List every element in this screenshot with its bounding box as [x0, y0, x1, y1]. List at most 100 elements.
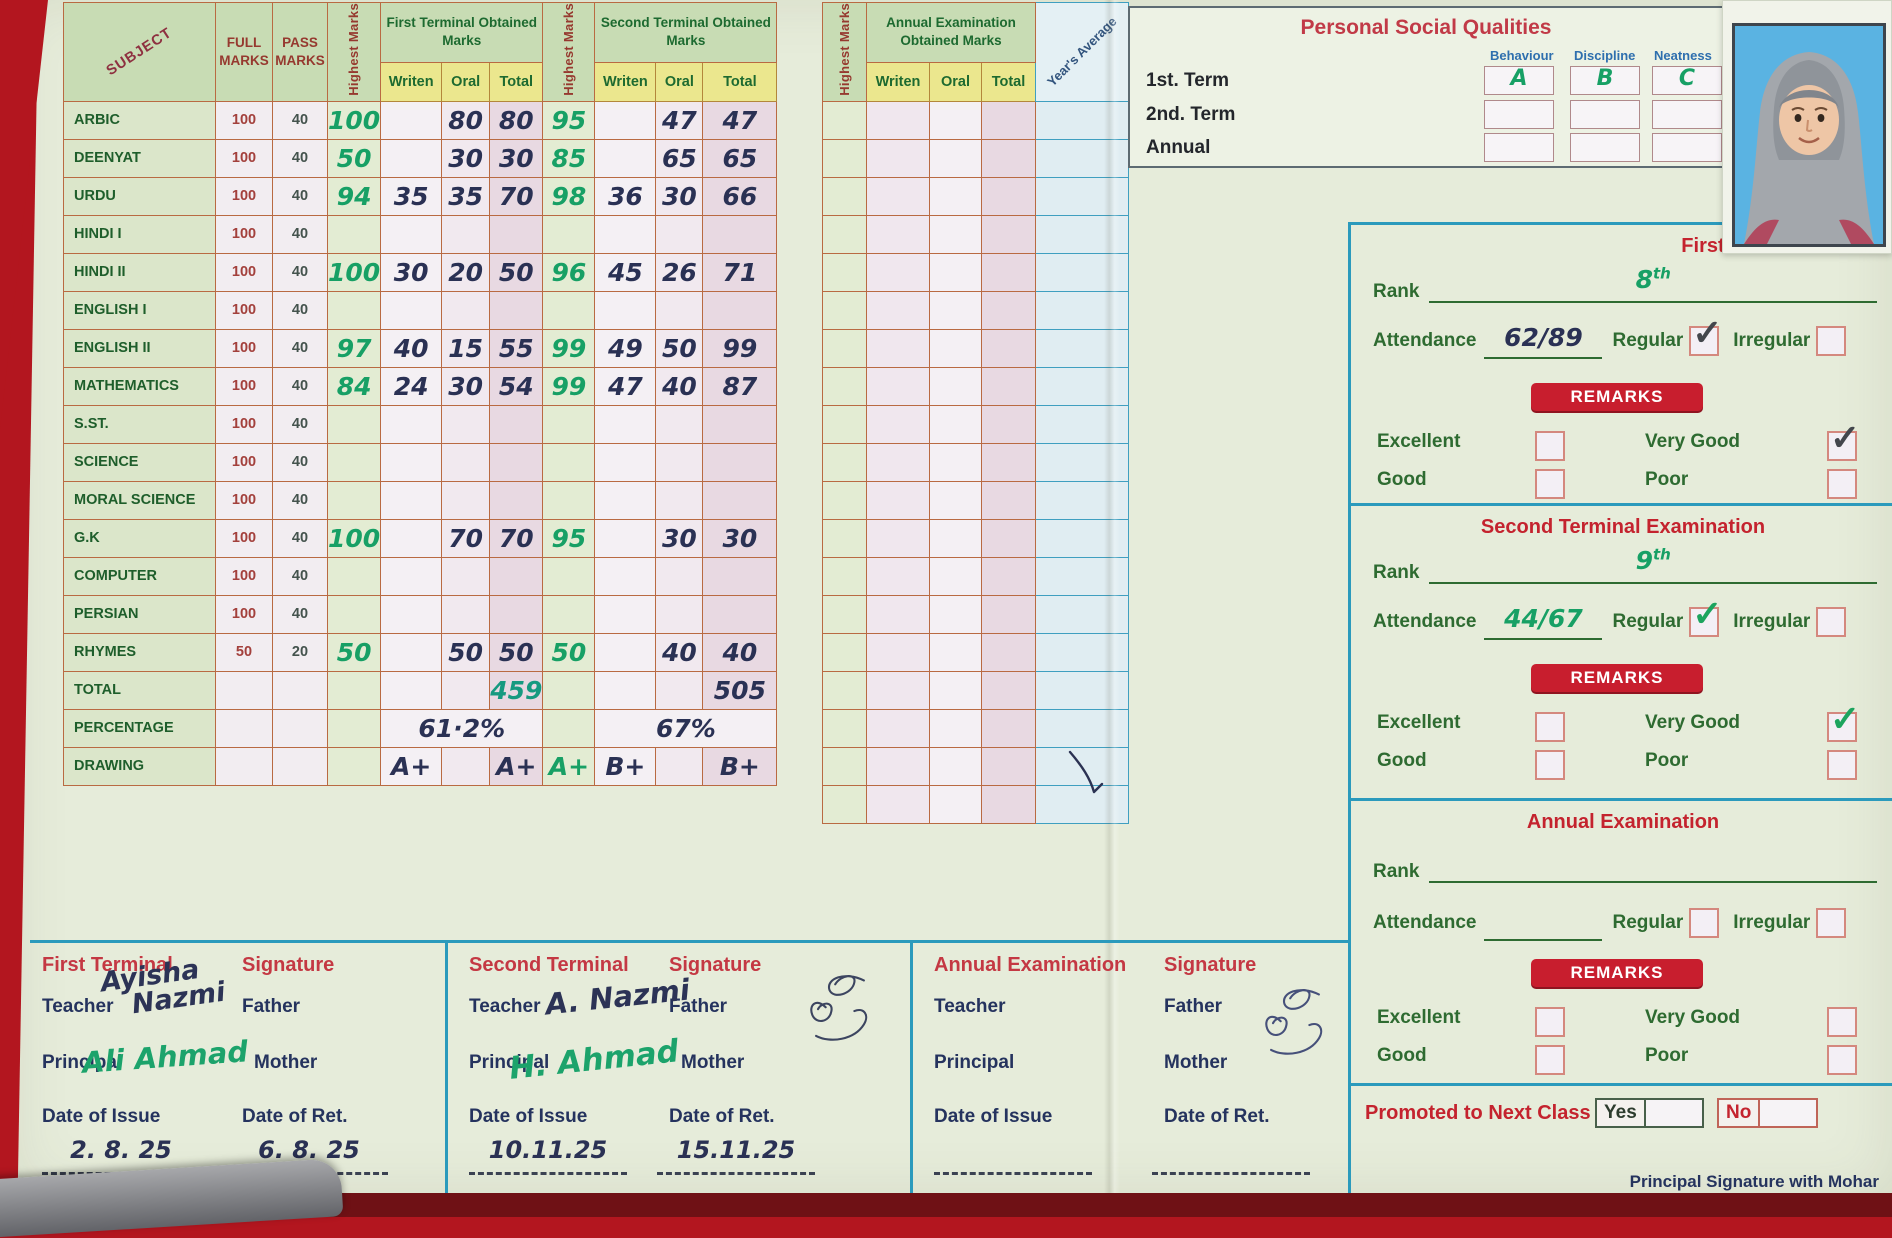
annual-mark-cell: [929, 366, 982, 406]
divider: [910, 940, 913, 1193]
pass-marks-cell: 40: [272, 252, 328, 292]
annual-mark-cell: [929, 214, 982, 254]
father-signature: [810, 975, 868, 1041]
table-row: ENGLISH I 100 40: [63, 290, 778, 330]
t2-mark-cell: [594, 138, 657, 178]
table-row: [822, 366, 1129, 406]
t1-mark-cell: [441, 594, 491, 634]
attendance-row: Attendance 62/89 Regular Irregular: [1373, 312, 1887, 359]
t2-mark-cell: [594, 480, 657, 520]
marks-cell: [542, 670, 596, 710]
excellent-label: Excellent: [1377, 712, 1461, 733]
date-of-ret-label: Date of Ret.: [1164, 1106, 1270, 1127]
teacher-label: Teacher: [469, 996, 541, 1017]
t1-mark-cell: [441, 442, 491, 482]
annual-highest-cell: [822, 708, 867, 748]
t1-mark-cell: 80: [489, 100, 544, 140]
annual-highest-cell: [822, 328, 867, 368]
t2-highest-cell: 85: [542, 138, 596, 178]
marks-cell: [272, 746, 328, 786]
mother-label: Mother: [681, 1052, 745, 1073]
annual-highest-cell: [822, 176, 867, 216]
signature-label: Signature: [1164, 954, 1257, 976]
t1-highest-cell: [326, 594, 382, 634]
date-of-ret-value: 15.11.25: [657, 1136, 815, 1175]
second-terminal-exam-section: Second Terminal Examination Rank 9th Att…: [1348, 503, 1892, 801]
t1-mark-cell: 24: [380, 366, 443, 406]
pass-marks-cell: 40: [272, 290, 328, 330]
t1-highest-cell: [326, 442, 382, 482]
years-average-cell: [1035, 138, 1129, 178]
annual-mark-cell: [929, 404, 982, 444]
years-average-cell: [1035, 176, 1129, 216]
t2-highest-cell: 96: [542, 252, 596, 292]
marks-cell: [441, 746, 491, 786]
t2-mark-cell: 45: [594, 252, 657, 292]
section-title: Second Terminal: [469, 954, 629, 976]
drawing-grade-cell: B+: [594, 746, 657, 786]
t2-highest-cell: [542, 480, 596, 520]
total-label: TOTAL: [63, 670, 216, 710]
t1-mark-cell: [380, 442, 443, 482]
no-checkbox: [1760, 1098, 1819, 1128]
table-row: ENGLISH II 100 40 97 40 15 55 99 49 50 99: [63, 328, 778, 368]
irregular-checkbox: [1816, 326, 1847, 356]
pass-marks-cell: 20: [272, 632, 328, 672]
t1-mark-cell: [489, 214, 544, 254]
annual-highest-cell: [822, 252, 867, 292]
t2-mark-cell: [702, 594, 778, 634]
subject-cell: HINDI II: [63, 252, 216, 292]
subject-cell: ENGLISH I: [63, 290, 216, 330]
annual-highest-cell: [822, 784, 867, 824]
annual-mark-cell: [981, 404, 1036, 444]
annual-mark-cell: [866, 214, 930, 254]
t2-highest-cell: [542, 214, 596, 254]
t2-percentage-cell: 67%: [594, 708, 778, 748]
t1-mark-cell: 15: [441, 328, 491, 368]
t1-mark-cell: [489, 480, 544, 520]
annual-mark-cell: [981, 594, 1036, 634]
t2-highest-cell: 99: [542, 366, 596, 406]
annual-highest-header: Highest Marks: [822, 2, 867, 102]
table-row: [822, 138, 1129, 178]
drawing-grade-cell: A+: [489, 746, 544, 786]
t2-mark-cell: [594, 290, 657, 330]
drawing-label: DRAWING: [63, 746, 216, 786]
table-row: [822, 442, 1129, 482]
signature-label: Signature: [669, 954, 762, 976]
t1-mark-cell: [441, 214, 491, 254]
excellent-label: Excellent: [1377, 431, 1461, 452]
table-row: DRAWING A+ A+ A+ B+ B+: [63, 746, 778, 786]
divider: [445, 940, 448, 1193]
t2-mark-cell: [594, 442, 657, 482]
pass-marks-cell: 40: [272, 556, 328, 596]
student-photo-frame: [1722, 0, 1892, 254]
annual-mark-cell: [866, 442, 930, 482]
table-row: [822, 214, 1129, 254]
t1-highest-cell: 94: [326, 176, 382, 216]
annual-mark-cell: [866, 138, 930, 178]
t1-written-header: Writen: [380, 61, 443, 102]
annual-mark-cell: [866, 480, 930, 520]
t1-highest-header: Highest Marks: [326, 2, 382, 102]
excellent-label: Excellent: [1377, 1007, 1461, 1028]
t1-highest-cell: 100: [326, 100, 382, 140]
table-row: [822, 176, 1129, 216]
t2-highest-cell: 50: [542, 632, 596, 672]
very-good-checkbox: [1827, 1007, 1857, 1037]
attendance-row: Attendance Regular Irregular: [1373, 905, 1887, 941]
table-row: SCIENCE 100 40: [63, 442, 778, 482]
years-average-cell: [1035, 404, 1129, 444]
father-signature: [1265, 989, 1323, 1055]
personal-social-qualities-box: Personal Social Qualities Behaviour Disc…: [1128, 6, 1724, 168]
t1-mark-cell: [489, 556, 544, 596]
table-row: HINDI II 100 40 100 30 20 50 96 45 26 71: [63, 252, 778, 292]
table-row: PERSIAN 100 40: [63, 594, 778, 634]
annual-mark-cell: [929, 556, 982, 596]
table-row: [822, 632, 1129, 672]
psq-grade-box: A: [1484, 66, 1554, 95]
annual-highest-cell: [822, 366, 867, 406]
date-of-issue-label: Date of Issue: [42, 1106, 161, 1127]
annual-mark-cell: [981, 518, 1036, 558]
t2-mark-cell: 47: [655, 100, 704, 140]
